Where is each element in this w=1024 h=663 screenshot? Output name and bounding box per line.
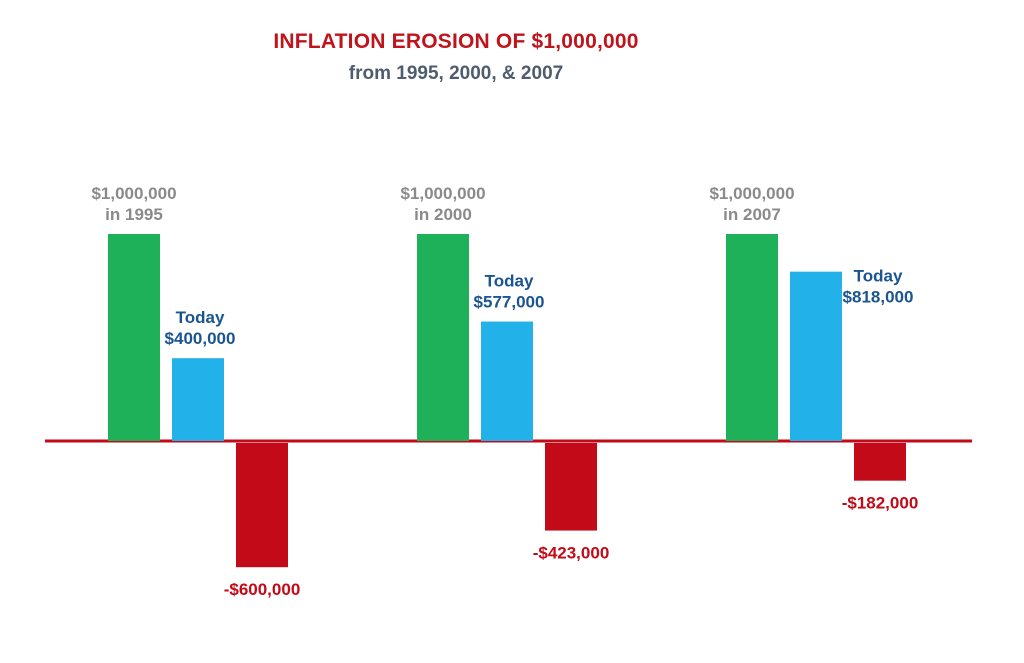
original-label-2007: in 2007 xyxy=(723,205,781,224)
loss-bar-1995 xyxy=(236,443,288,568)
original-label-2000: in 2000 xyxy=(414,205,472,224)
original-label-2007: $1,000,000 xyxy=(709,184,794,203)
today-label-2000: Today xyxy=(485,272,534,291)
chart-subtitle: from 1995, 2000, & 2007 xyxy=(348,63,564,84)
today-bar-1995 xyxy=(172,358,224,441)
loss-label-1995: -$600,000 xyxy=(224,580,301,599)
today-bar-2007 xyxy=(790,271,842,441)
loss-label-2007: -$182,000 xyxy=(842,494,919,513)
original-label-2000: $1,000,000 xyxy=(400,184,485,203)
original-bar-2007 xyxy=(726,234,778,441)
original-label-1995: in 1995 xyxy=(105,205,163,224)
loss-bar-2007 xyxy=(854,443,906,481)
chart-title: INFLATION EROSION OF $1,000,000 xyxy=(273,30,639,53)
original-label-1995: $1,000,000 xyxy=(91,184,176,203)
original-bar-1995 xyxy=(108,234,160,441)
original-bar-2000 xyxy=(417,234,469,441)
today-label-2007: $818,000 xyxy=(843,288,914,307)
bar-group-2007: $1,000,000 in 2007 Today $818,000 -$182,000 xyxy=(709,184,918,513)
today-label-1995: $400,000 xyxy=(165,329,236,348)
loss-bar-2000 xyxy=(545,443,597,531)
today-label-2007: Today xyxy=(854,267,903,286)
today-bar-2000 xyxy=(481,321,533,441)
today-label-2000: $577,000 xyxy=(474,293,545,312)
bar-group-1995: $1,000,000 in 1995 Today $400,000 -$600,000 xyxy=(91,184,300,599)
loss-label-2000: -$423,000 xyxy=(533,544,610,563)
bar-group-2000: $1,000,000 in 2000 Today $577,000 -$423,000 xyxy=(400,184,609,563)
today-label-1995: Today xyxy=(176,308,225,327)
